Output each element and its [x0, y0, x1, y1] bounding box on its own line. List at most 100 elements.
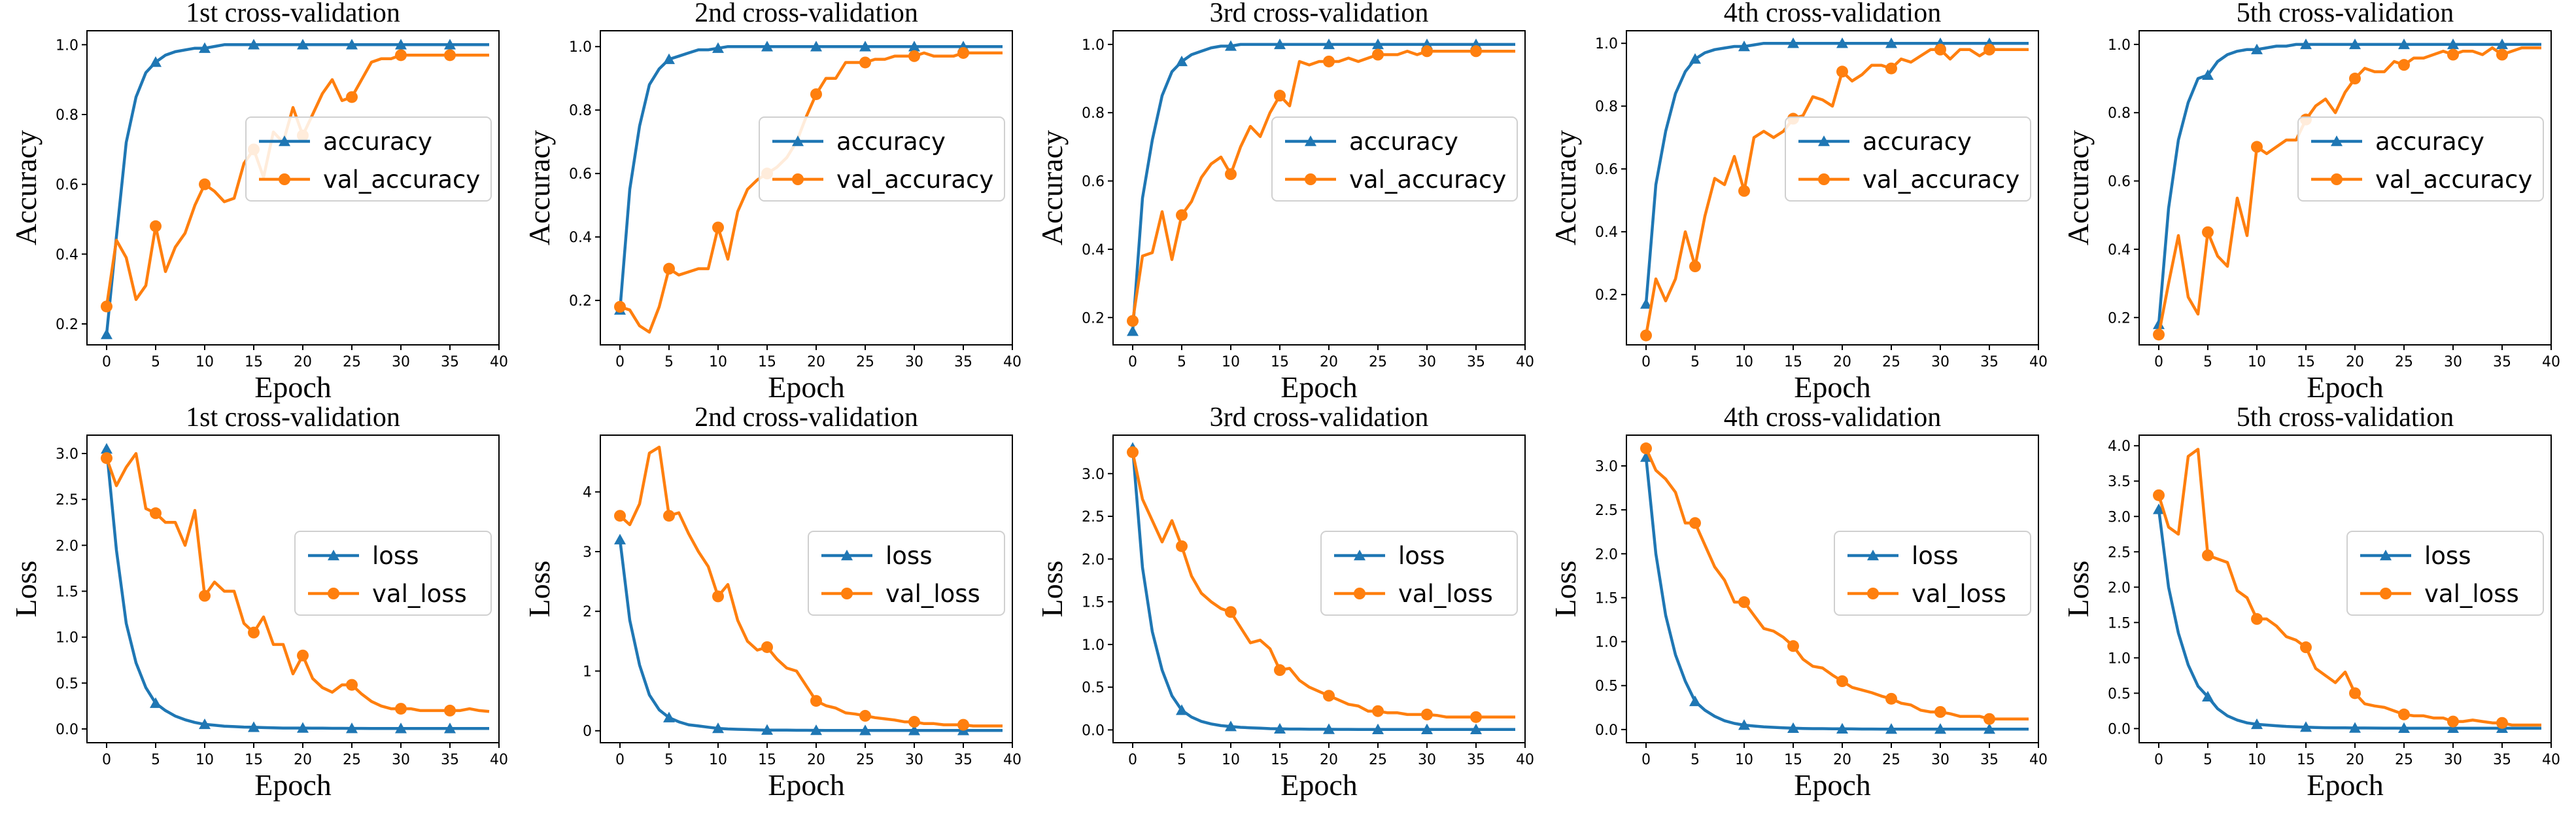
subplot-3: 3rd cross-validation 0 5 10 15 20 25 30 35 40 0.2 0…: [1035, 0, 1534, 404]
x-tick-label: 15: [1784, 752, 1802, 768]
train-series-point: [1323, 38, 1335, 50]
train-series-point: [908, 41, 920, 52]
y-tick-label: 1.0: [1082, 37, 1105, 54]
x-tick-label: 25: [2395, 354, 2413, 370]
x-tick-label: 0: [2154, 752, 2163, 768]
y-axis-label: Loss: [1035, 561, 1069, 618]
train-series-point: [2496, 38, 2508, 50]
val-series-point: [614, 510, 626, 522]
x-tick-label: 35: [441, 354, 459, 370]
train-series-point: [1934, 723, 1946, 734]
val-series-point: [150, 507, 162, 520]
legend: accuracy val_accuracy: [1271, 116, 1518, 202]
chart-title: 1st cross-validation: [186, 0, 400, 28]
val-series-point: [2398, 59, 2410, 71]
x-tick-label: 30: [1418, 752, 1436, 768]
train-series-point: [1225, 40, 1237, 51]
val-series-point: [395, 703, 407, 715]
x-tick-label: 5: [664, 354, 674, 370]
y-tick-label: 0.8: [56, 107, 78, 124]
val-series-point: [1274, 664, 1286, 677]
chart-title: 3rd cross-validation: [1210, 402, 1429, 433]
val-series-point: [2447, 715, 2459, 728]
train-series-line: [105, 43, 489, 335]
x-tick-label: 10: [2248, 354, 2266, 370]
legend: loss val_loss: [294, 531, 492, 616]
train-series-point: [1225, 720, 1237, 732]
legend: loss val_loss: [1320, 531, 1518, 616]
train-series-point: [859, 724, 871, 736]
x-axis-label: Epoch: [1794, 370, 1871, 404]
subplot-9: 4th cross-validation 0 5 10 15 20 25 30 35 40 0.0 0…: [1549, 402, 2048, 802]
y-tick-label: 2: [583, 604, 592, 620]
x-tick-label: 40: [1516, 354, 1534, 370]
x-tick-label: 5: [664, 752, 674, 768]
x-tick-label: 0: [1128, 354, 1137, 370]
chart-title: 3rd cross-validation: [1210, 0, 1429, 28]
y-tick-label: 1.0: [56, 630, 78, 647]
x-tick-label: 5: [1177, 354, 1186, 370]
legend-swatch-marker: [1354, 550, 1365, 561]
x-tick-label: 0: [102, 752, 111, 768]
y-tick-label: 1: [583, 664, 592, 680]
x-tick-label: 15: [758, 752, 776, 768]
train-series-line: [618, 539, 1003, 732]
train-series-point: [1689, 53, 1701, 64]
legend-label: accuracy: [1863, 128, 1972, 156]
y-tick-label: 0.6: [1595, 162, 1618, 178]
train-series-line: [2157, 43, 2541, 325]
val-series-point: [908, 716, 920, 728]
y-axis-label: Accuracy: [1035, 130, 1069, 245]
val-series-point: [1470, 45, 1482, 58]
x-tick-label: 35: [954, 354, 972, 370]
val-series-point: [248, 626, 260, 639]
y-tick-label: 3.0: [2108, 509, 2131, 525]
x-axis-label: Epoch: [768, 370, 845, 404]
x-tick-label: 35: [1467, 752, 1485, 768]
plot-frame: [600, 30, 1013, 346]
legend-swatch-marker: [841, 550, 853, 561]
train-series-point: [2300, 721, 2312, 732]
train-series-point: [395, 39, 407, 50]
legend-label: val_accuracy: [836, 166, 993, 194]
val-series-point: [1689, 260, 1701, 272]
legend-swatch-marker: [1305, 135, 1316, 147]
val-series-point: [957, 46, 969, 59]
x-tick-label: 25: [343, 752, 361, 768]
y-tick-label: 1.0: [1082, 637, 1105, 654]
val-series-point: [346, 679, 358, 691]
val-series-point: [2251, 141, 2263, 153]
train-series-point: [1836, 722, 1848, 734]
train-series-point: [663, 53, 675, 64]
val-series-point: [1738, 596, 1750, 609]
val-series-point: [1787, 640, 1799, 652]
y-axis-label: Loss: [1549, 561, 1582, 618]
chart-title: 4th cross-validation: [1724, 0, 1941, 28]
train-series-point: [2398, 722, 2410, 734]
legend-label: val_accuracy: [323, 166, 480, 194]
legend: accuracy val_accuracy: [245, 116, 492, 202]
train-series-point: [2349, 38, 2361, 50]
x-tick-label: 40: [2029, 354, 2048, 370]
train-series-point: [346, 722, 358, 734]
train-series-point: [2202, 690, 2214, 701]
val-series-point: [1421, 708, 1433, 720]
y-tick-label: 1.5: [56, 584, 78, 601]
plot-frame: [1626, 435, 2039, 743]
y-tick-label: 2.5: [56, 492, 78, 508]
y-tick-label: 3.0: [1082, 467, 1105, 483]
x-tick-label: 35: [2493, 354, 2511, 370]
x-tick-label: 40: [1516, 752, 1534, 768]
x-tick-label: 40: [2542, 752, 2560, 768]
val-series-point: [859, 56, 871, 69]
subplot-6: 1st cross-validation 0 5 10 15 20 25 30 35 40 0.0 0…: [9, 402, 508, 802]
train-series-point: [2349, 722, 2361, 733]
legend-label: val_loss: [885, 580, 980, 608]
x-axis-label: Epoch: [1280, 768, 1358, 802]
x-tick-label: 30: [1931, 752, 1949, 768]
y-tick-label: 2.5: [1595, 503, 1618, 519]
train-series-point: [1738, 41, 1750, 52]
train-series-point: [2251, 43, 2263, 54]
y-tick-label: 0.8: [2108, 105, 2131, 122]
legend-label: accuracy: [1349, 128, 1458, 156]
